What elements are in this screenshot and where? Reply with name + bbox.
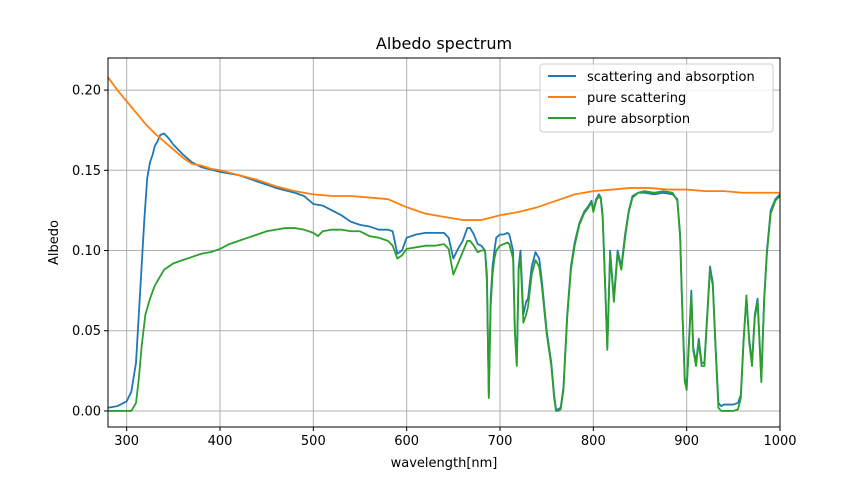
series-line-scattering-and-absorption (108, 132, 780, 411)
legend-label-scattering-and-absorption: scattering and absorption (587, 70, 755, 85)
y-tick-label: 0.05 (72, 324, 101, 339)
y-tick-label: 0.10 (72, 244, 101, 259)
legend-box (539, 63, 774, 133)
legend-label-pure-absorption: pure absorption (587, 112, 690, 127)
x-tick-label: 500 (301, 434, 326, 449)
x-tick-label: 1000 (763, 434, 796, 449)
x-tick-label: 600 (394, 434, 419, 449)
axis-ticks: 300 400 500 600 700 800 900 1000 0.00 0.05 0.10 0.1… (72, 84, 797, 449)
x-tick-label: 300 (114, 434, 139, 449)
chart-title: Albedo spectrum (376, 34, 512, 53)
x-tick-label: 700 (488, 434, 513, 449)
y-axis-label: Albedo (47, 220, 62, 265)
x-tick-label: 400 (208, 434, 233, 449)
x-tick-label: 800 (581, 434, 606, 449)
y-tick-label: 0.15 (72, 164, 101, 179)
legend: scattering and absorption pure scatterin… (539, 63, 774, 133)
x-tick-label: 900 (674, 434, 699, 449)
y-tick-label: 0.00 (72, 404, 101, 419)
legend-label-pure-scattering: pure scattering (587, 91, 686, 106)
series-lines (108, 76, 780, 412)
plot-frame (107, 57, 781, 428)
series-line-pure-scattering (108, 76, 780, 221)
x-axis-label: wavelength[nm] (391, 456, 498, 471)
y-tick-label: 0.20 (72, 84, 101, 99)
series-line-pure-absorption (108, 190, 780, 412)
